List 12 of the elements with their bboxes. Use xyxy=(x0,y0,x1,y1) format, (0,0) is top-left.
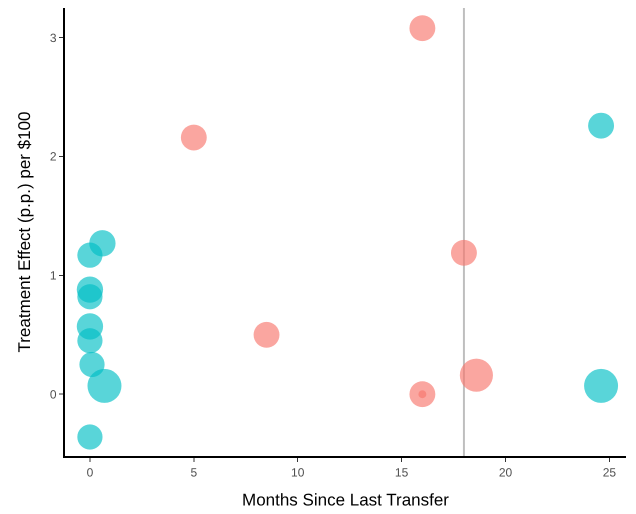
y-tick-label: 0 xyxy=(50,387,57,402)
x-tick-label: 20 xyxy=(498,465,512,480)
x-tick-label: 5 xyxy=(190,465,198,480)
y-tick-label: 1 xyxy=(50,268,57,283)
x-axis-title: Months Since Last Transfer xyxy=(242,490,450,510)
x-tick-label: 25 xyxy=(602,465,616,480)
x-tick-label: 10 xyxy=(291,465,305,480)
x-tick-label: 0 xyxy=(86,465,94,480)
y-axis-title: Treatment Effect (p.p.) per $100 xyxy=(14,112,34,352)
y-tick-label: 3 xyxy=(50,30,57,45)
x-tick-label: 15 xyxy=(394,465,409,480)
y-tick-label: 2 xyxy=(50,150,57,164)
